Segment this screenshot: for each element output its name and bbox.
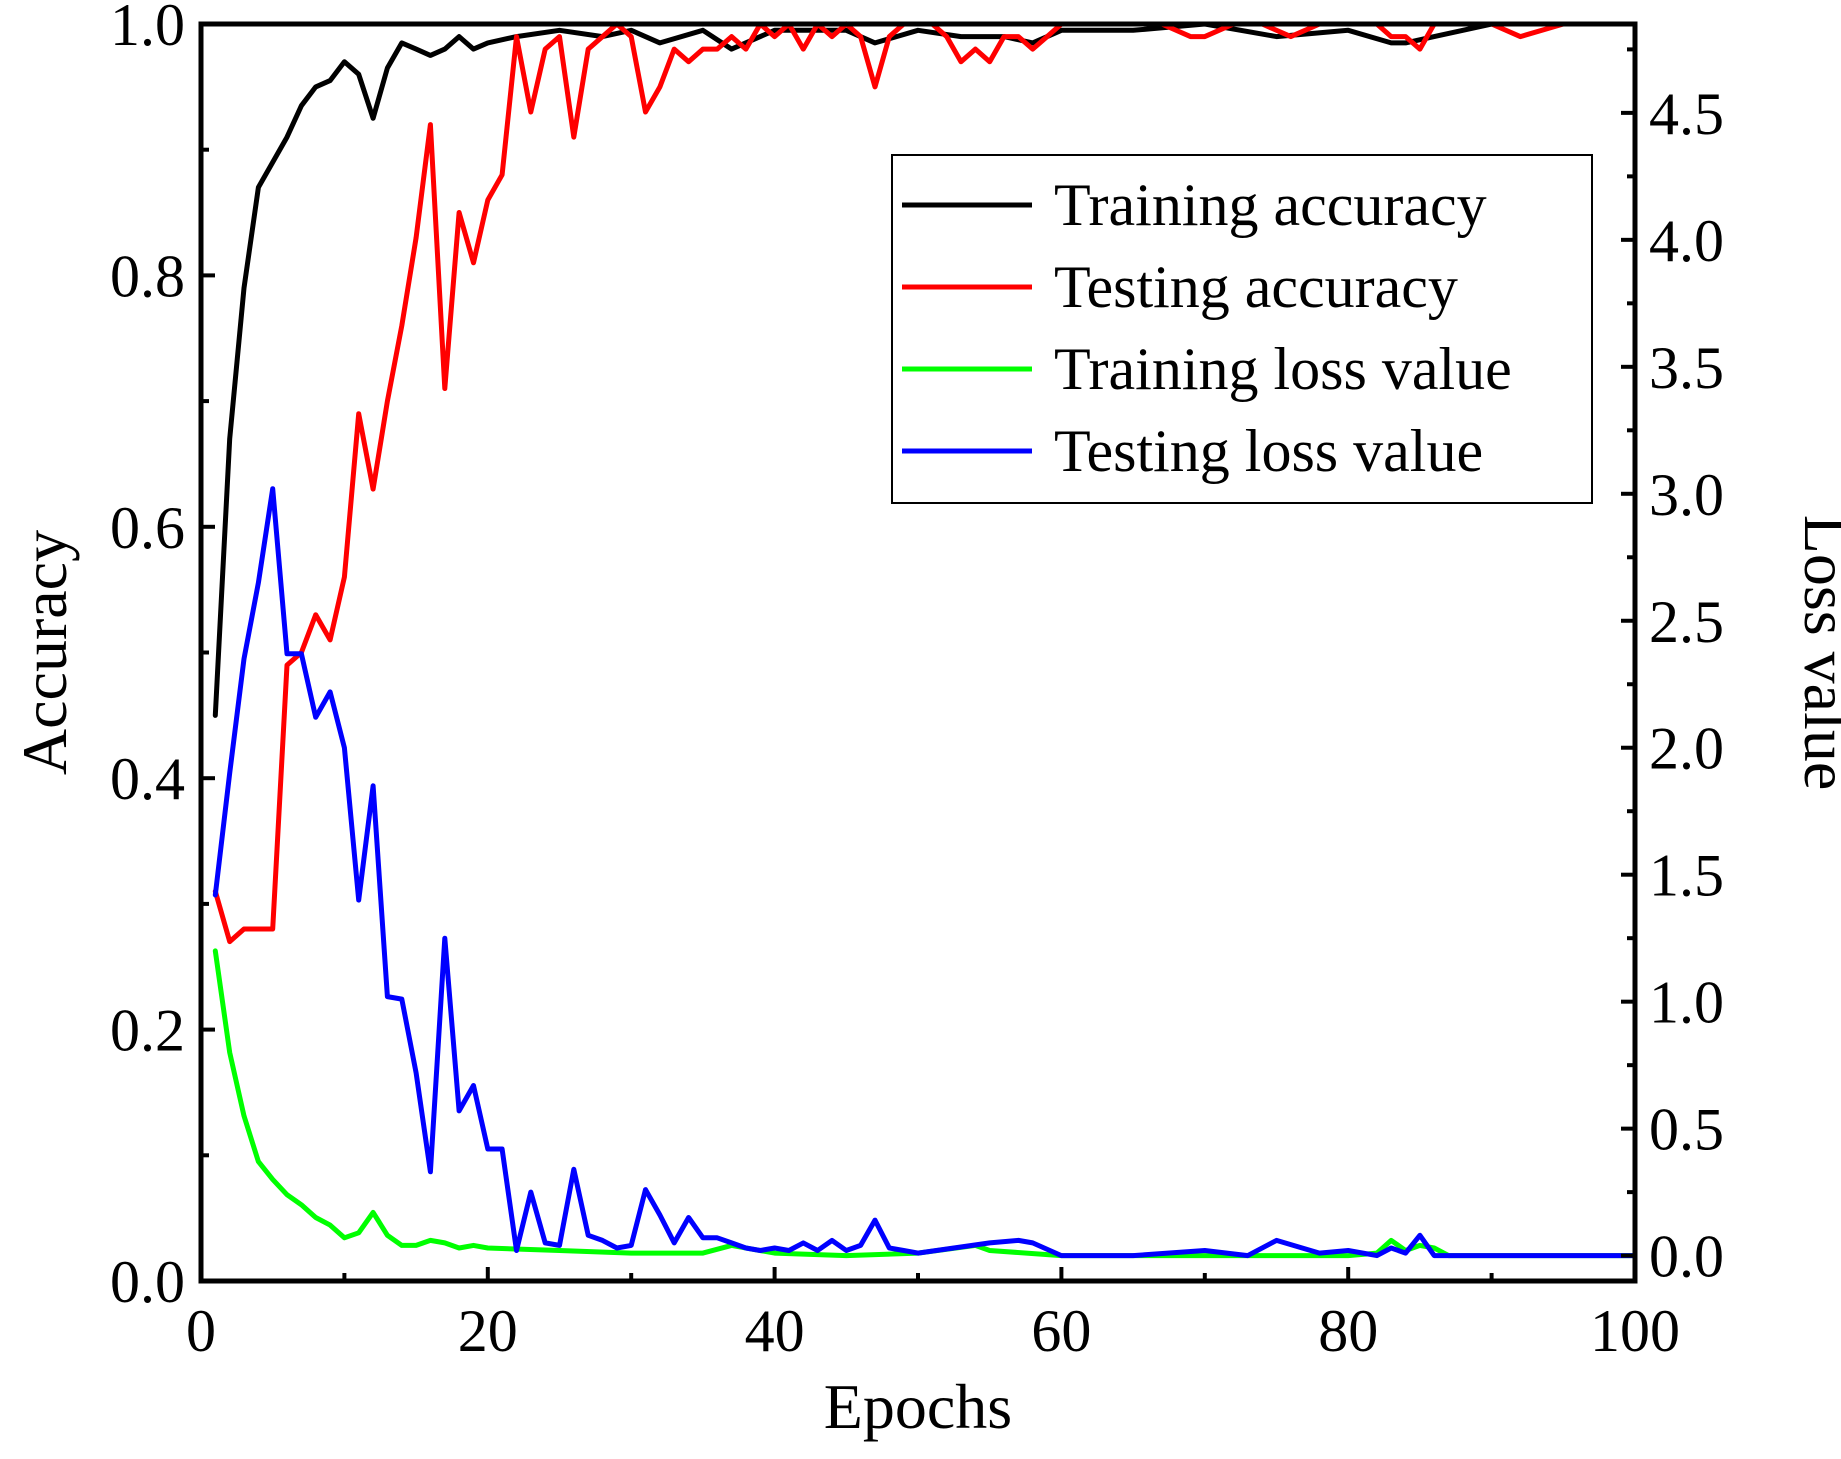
- y2-tick-label: 0.0: [1649, 1224, 1724, 1290]
- legend-item: Testing accuracy: [902, 254, 1458, 320]
- y-tick-label: 0.6: [110, 495, 185, 561]
- legend-label: Testing loss value: [1054, 418, 1483, 484]
- y2-tick-label: 4.0: [1649, 208, 1724, 274]
- y2-tick-label: 4.5: [1649, 81, 1724, 147]
- series-line-training-loss-value: [212, 948, 1638, 1259]
- y-tick-label: 1.0: [110, 0, 185, 58]
- y2-tick-label: 2.5: [1649, 589, 1724, 655]
- legend-label: Testing accuracy: [1054, 254, 1458, 320]
- y2-tick-label: 1.0: [1649, 970, 1724, 1036]
- x-tick-label: 0: [186, 1298, 216, 1364]
- legend-item: Testing loss value: [902, 418, 1483, 484]
- legend-label: Training loss value: [1054, 336, 1512, 402]
- y2-tick-label: 2.0: [1649, 716, 1724, 782]
- legend-box: [891, 154, 1593, 504]
- x-tick-label: 20: [458, 1298, 518, 1364]
- y2-tick-label: 3.0: [1649, 462, 1724, 528]
- series-line-training-accuracy: [212, 21, 1638, 718]
- y-tick-label: 0.8: [110, 243, 185, 309]
- x-tick-label: 40: [745, 1298, 805, 1364]
- x-tick-label: 100: [1590, 1298, 1680, 1364]
- y-tick-label: 0.4: [110, 746, 185, 812]
- y2-axis-title: Loss value: [1791, 515, 1841, 791]
- series-line-testing-loss-value: [212, 486, 1638, 1259]
- y-axis-title: Accuracy: [9, 530, 80, 775]
- x-tick-label: 60: [1031, 1298, 1091, 1364]
- y2-tick-label: 3.5: [1649, 335, 1724, 401]
- legend-items: Training accuracy Testing accuracy Trainin…: [902, 172, 1512, 484]
- x-tick-label: 80: [1318, 1298, 1378, 1364]
- y-tick-label: 0.2: [110, 998, 185, 1064]
- legend-label: Training accuracy: [1054, 172, 1487, 238]
- legend-item: Training accuracy: [902, 172, 1487, 238]
- y2-tick-label: 0.5: [1649, 1097, 1724, 1163]
- legend: Training accuracy Testing accuracy Trainin…: [891, 154, 1593, 504]
- ticks-layer: 0 20 40 60 80 100 0.0 0.2 0.4 0.6 0.8 1.0 0.0 0.5 1.0 1…: [110, 0, 1724, 1364]
- y-tick-label: 0.0: [110, 1249, 185, 1315]
- x-axis-title: Epochs: [824, 1371, 1012, 1442]
- legend-item: Training loss value: [902, 336, 1512, 402]
- y2-tick-label: 1.5: [1649, 843, 1724, 909]
